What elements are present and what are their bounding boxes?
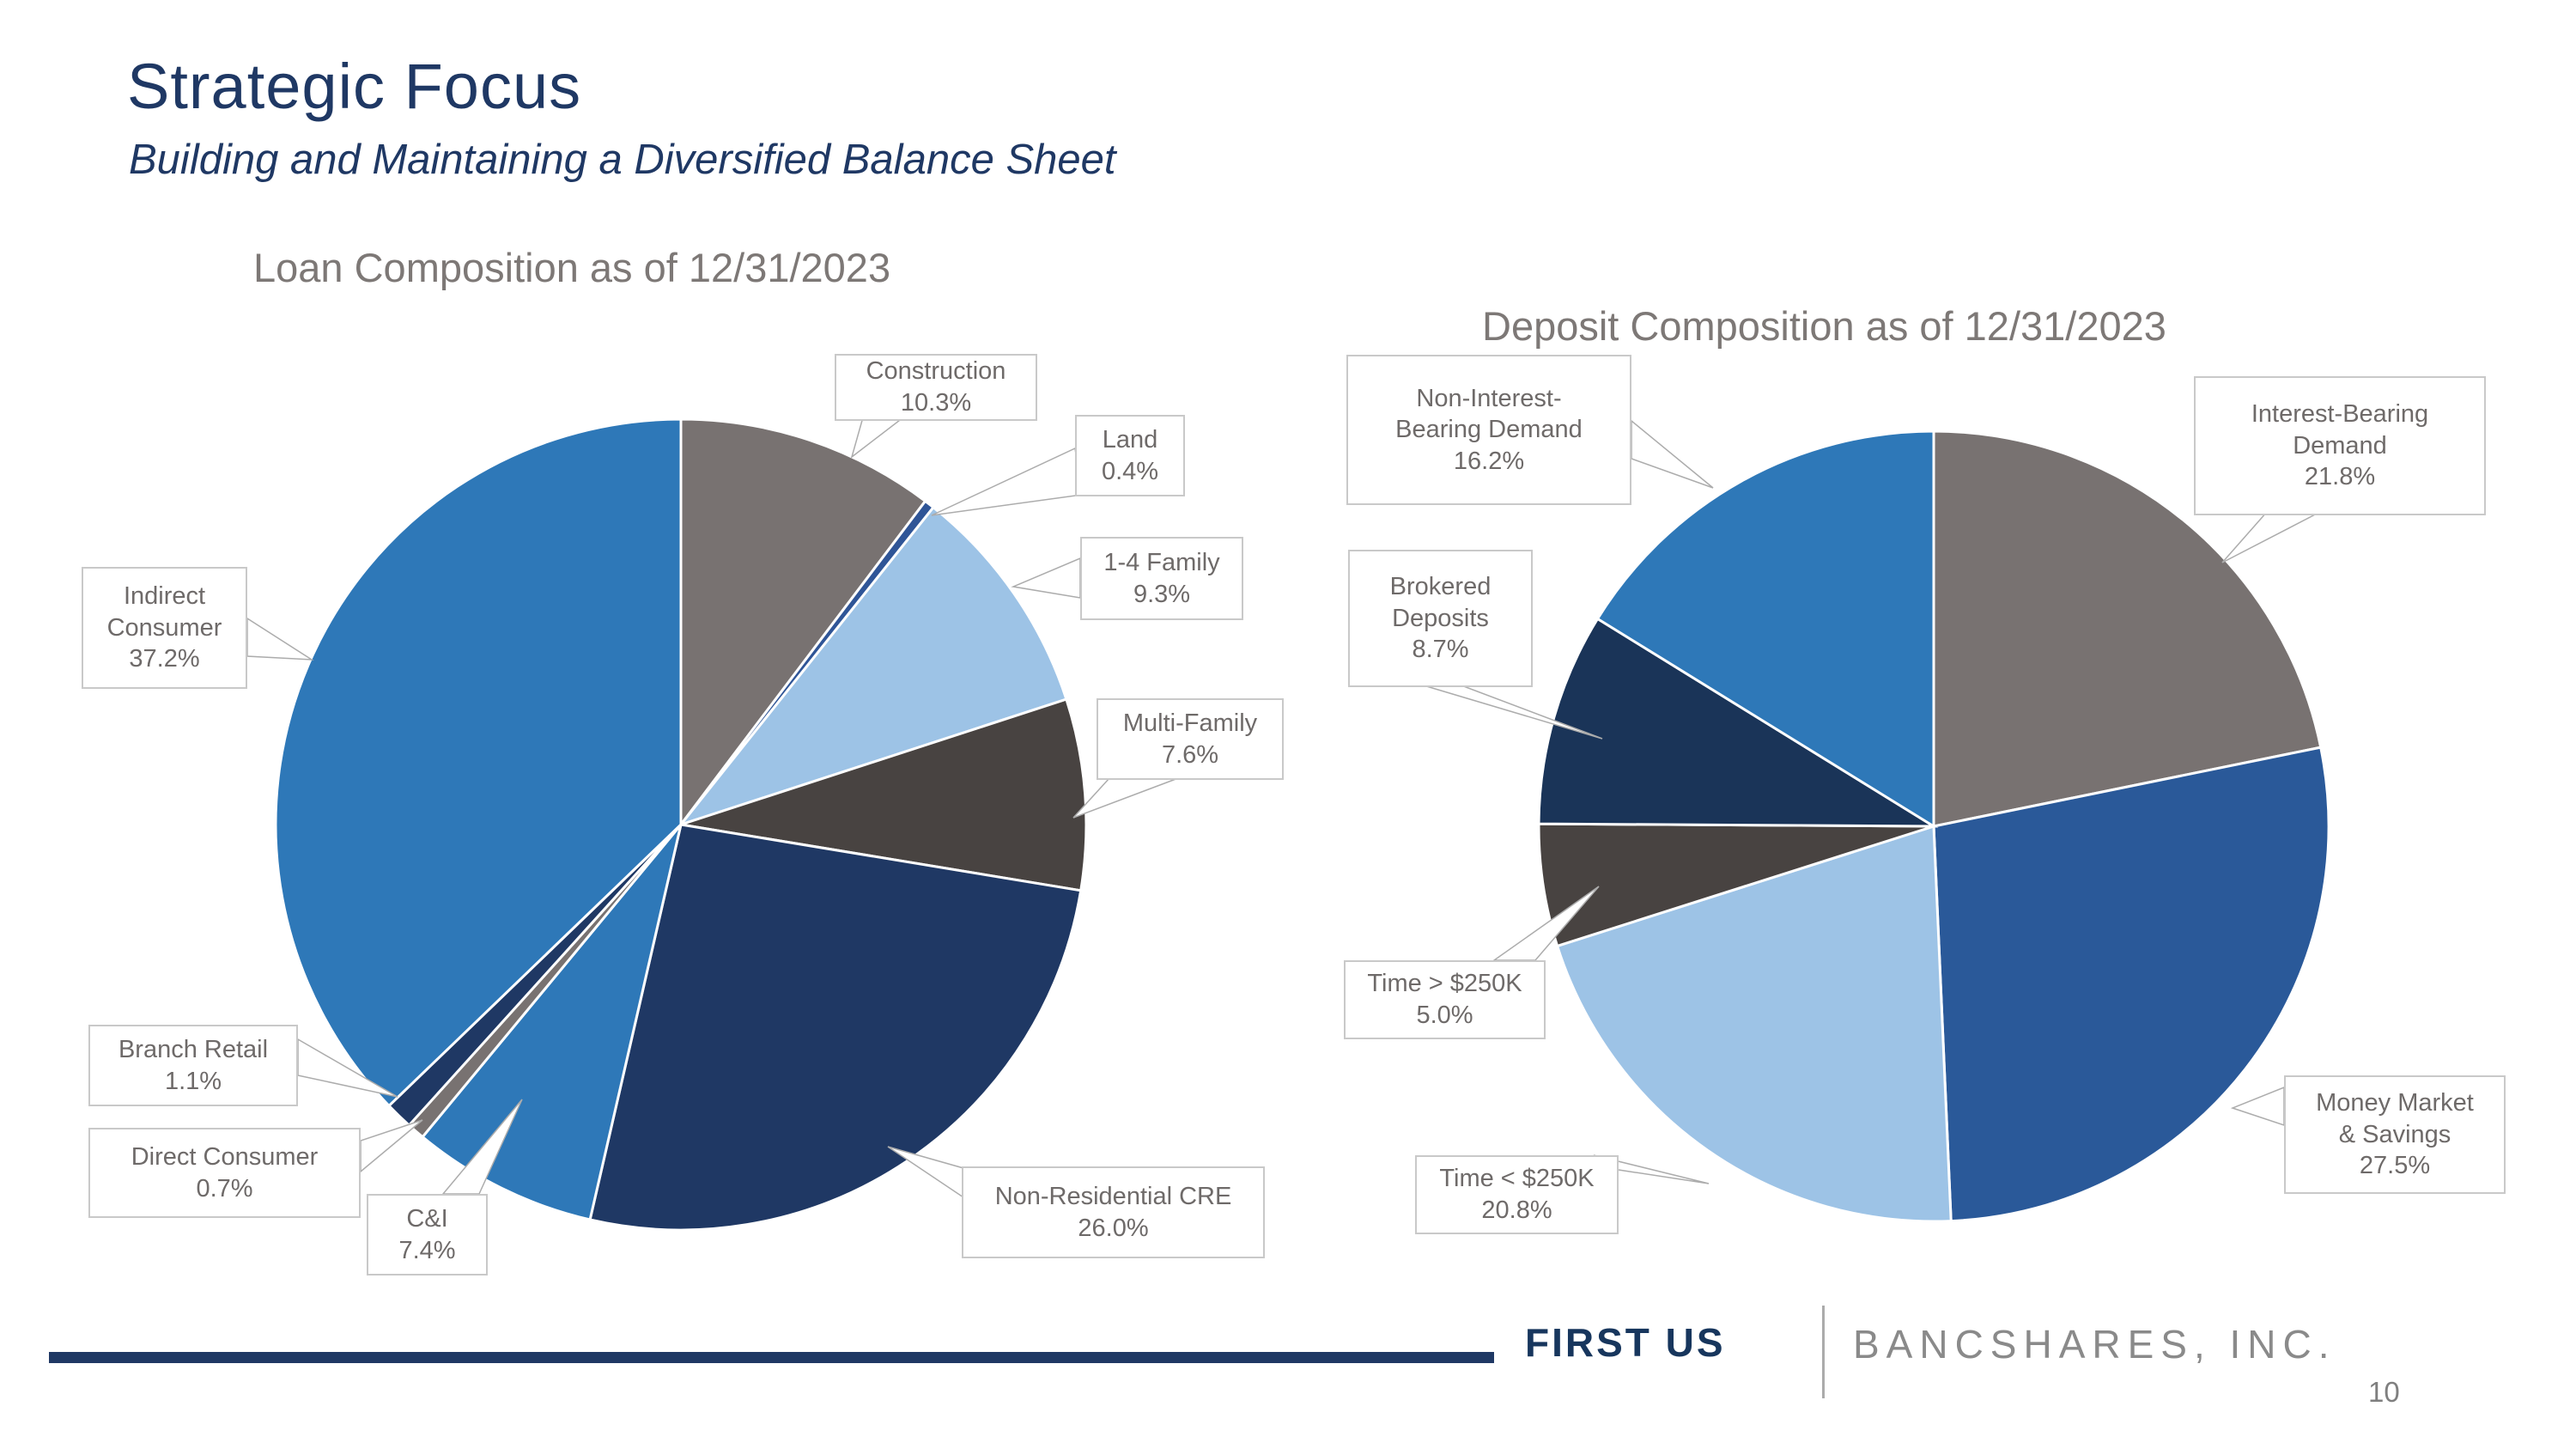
callout-label-line: Time > $250K — [1367, 970, 1522, 998]
callout-label-line: Deposits — [1392, 604, 1489, 632]
leader-non-interest-bearing — [1631, 419, 1714, 489]
footer-accent-bar — [49, 1352, 1494, 1363]
callout-value: 21.8% — [2304, 463, 2376, 491]
label-indirect-consumer: Indirect Consumer 37.2% — [82, 567, 247, 689]
label-non-residential-cre: Non-Residential CRE 26.0% — [962, 1166, 1265, 1258]
label-direct-consumer: Direct Consumer 0.7% — [88, 1128, 361, 1218]
label-c-i: C&I 7.4% — [367, 1194, 488, 1275]
callout-value: 0.7% — [196, 1174, 253, 1202]
pie-slice-non-interest-bearing-demand — [1595, 429, 1935, 829]
label-interest-bearing-demand: Interest-Bearing Demand 21.8% — [2194, 376, 2486, 515]
label-branch-retail: Branch Retail 1.1% — [88, 1025, 298, 1106]
leader-land — [931, 447, 1083, 516]
pie-slice-c-i — [420, 824, 683, 1221]
callout-label-line: Time < $250K — [1439, 1165, 1595, 1193]
callout-value: 26.0% — [1078, 1214, 1149, 1242]
label-brokered-deposits: Brokered Deposits 8.7% — [1348, 550, 1533, 687]
callout-label-line: Direct Consumer — [131, 1142, 319, 1171]
callout-label-line: C&I — [406, 1204, 448, 1233]
callout-label-line: Consumer — [106, 613, 222, 642]
callout-value: 0.4% — [1101, 457, 1159, 485]
label-construction: Construction 10.3% — [835, 354, 1037, 421]
pie-slice-1-4-family — [677, 505, 1068, 827]
brand-name-primary: FIRST US — [1525, 1320, 1726, 1365]
loan-pie — [274, 417, 1088, 1232]
callout-label-line: Branch Retail — [118, 1035, 269, 1063]
leader-1-4-family — [1011, 557, 1081, 599]
leader-construction — [850, 417, 906, 459]
label-land: Land 0.4% — [1075, 415, 1185, 496]
callout-value: 27.5% — [2359, 1152, 2431, 1180]
callout-label-line: Interest-Bearing — [2251, 400, 2429, 429]
callout-value: 1.1% — [164, 1067, 222, 1095]
callout-value: 7.6% — [1161, 740, 1219, 769]
leader-non-residential-cre — [887, 1146, 964, 1199]
brand-divider — [1822, 1306, 1825, 1398]
callout-value: 16.2% — [1453, 447, 1525, 475]
page-title: Strategic Focus — [127, 51, 582, 122]
callout-value: 9.3% — [1133, 580, 1191, 608]
leader-branch-retail — [297, 1038, 398, 1098]
page-number: 10 — [2368, 1376, 2400, 1408]
callout-label-line: Multi-Family — [1122, 709, 1258, 737]
leader-indirect-consumer — [246, 617, 314, 661]
callout-label-line: Brokered — [1389, 573, 1492, 601]
pie-slice-time-250k — [1555, 824, 1953, 1223]
callout-value: 7.4% — [398, 1236, 456, 1264]
pie-slice-construction — [679, 417, 927, 829]
label-non-interest-bearing-demand: Non-Interest- Bearing Demand 16.2% — [1346, 355, 1631, 505]
leader-interest-bearing — [2221, 511, 2321, 563]
callout-value: 5.0% — [1416, 1002, 1473, 1029]
brand-name-secondary: BANCSHARES, INC. — [1853, 1322, 2336, 1367]
deposit-chart-title: Deposit Composition as of 12/31/2023 — [1482, 303, 2166, 349]
callout-value: 37.2% — [129, 645, 200, 673]
leader-multi-family — [1072, 777, 1179, 819]
label-money-market-savings: Money Market & Savings 27.5% — [2284, 1075, 2506, 1194]
leader-money-market — [2230, 1086, 2285, 1127]
label-1-4-family: 1-4 Family 9.3% — [1080, 537, 1243, 620]
callout-label-line: 1-4 Family — [1103, 548, 1220, 576]
pie-slice-non-residential-cre — [588, 823, 1083, 1232]
callout-label-line: Non-Interest- — [1416, 384, 1562, 412]
callout-value: 20.8% — [1481, 1196, 1552, 1224]
callout-label-line: & Savings — [2338, 1120, 2451, 1148]
pie-slice-money-market-savings — [1932, 746, 2330, 1223]
label-multi-family: Multi-Family 7.6% — [1097, 698, 1284, 780]
label-time-lt-250k: Time < $250K 20.8% — [1415, 1155, 1619, 1234]
callout-value: 8.7% — [1412, 636, 1469, 664]
callout-label-line: Indirect — [123, 582, 206, 611]
callout-label-line: Construction — [866, 357, 1006, 386]
page-subtitle: Building and Maintaining a Diversified B… — [129, 137, 1116, 183]
pie-slice-interest-bearing-demand — [1932, 429, 2323, 828]
pie-slice-time-250k — [1537, 822, 1935, 948]
callout-label-line: Demand — [2293, 431, 2387, 460]
callout-label-line: Non-Residential CRE — [994, 1182, 1232, 1210]
callout-label-line: Money Market — [2316, 1089, 2474, 1117]
pie-slice-multi-family — [680, 697, 1088, 892]
callout-label-line: Land — [1102, 425, 1158, 454]
pie-slice-indirect-consumer — [274, 417, 683, 1108]
leader-direct-consumer — [360, 1119, 423, 1173]
pie-slice-brokered-deposits — [1537, 617, 1939, 828]
loan-chart-title: Loan Composition as of 12/31/2023 — [253, 245, 891, 290]
deposit-pie — [1537, 429, 2330, 1223]
callout-label-line: Bearing Demand — [1395, 416, 1583, 444]
callout-value: 10.3% — [900, 389, 972, 417]
label-time-gt-250k: Time > $250K 5.0% — [1344, 960, 1546, 1039]
